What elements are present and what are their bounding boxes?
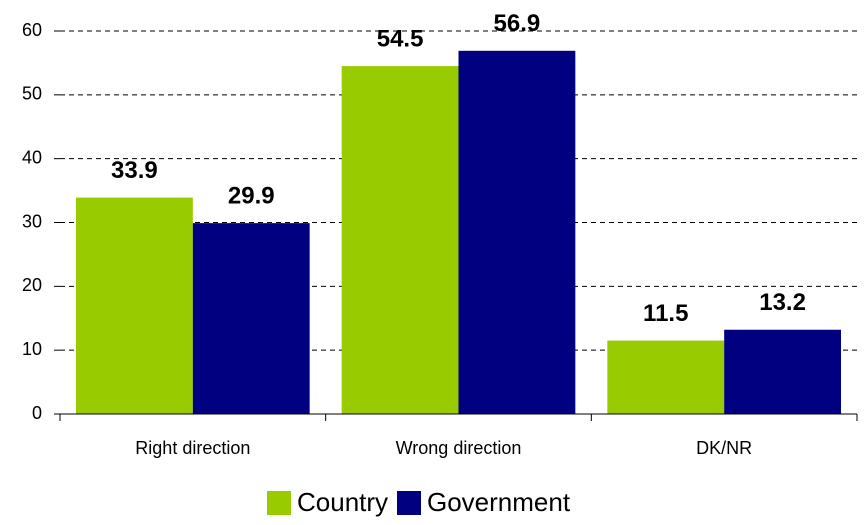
- value-label: 29.9: [228, 182, 275, 209]
- y-tick-label: 40: [22, 147, 42, 167]
- value-label: 13.2: [759, 289, 806, 316]
- y-tick-label: 0: [32, 403, 42, 423]
- value-label: 11.5: [643, 300, 688, 327]
- y-tick-label: 50: [22, 84, 42, 104]
- value-label: 54.5: [377, 25, 424, 52]
- y-tick-label: 20: [22, 275, 42, 295]
- y-tick-label: 30: [22, 211, 42, 231]
- legend-swatch: [397, 491, 421, 515]
- y-tick-label: 10: [22, 339, 42, 359]
- x-tick-label: Wrong direction: [396, 438, 522, 458]
- bar: [458, 50, 576, 415]
- x-tick-label: DK/NR: [696, 438, 752, 458]
- bar: [341, 66, 459, 414]
- legend-swatch: [267, 491, 291, 515]
- bar: [724, 329, 841, 414]
- bar: [192, 223, 310, 414]
- legend-label: Country: [297, 487, 388, 517]
- x-tick-label: Right direction: [135, 438, 250, 458]
- bar: [607, 340, 725, 414]
- y-tick-label: 60: [22, 20, 42, 40]
- legend-label: Government: [427, 487, 571, 517]
- bar: [76, 197, 193, 414]
- value-label: 33.9: [111, 157, 158, 184]
- value-label: 56.9: [494, 10, 541, 37]
